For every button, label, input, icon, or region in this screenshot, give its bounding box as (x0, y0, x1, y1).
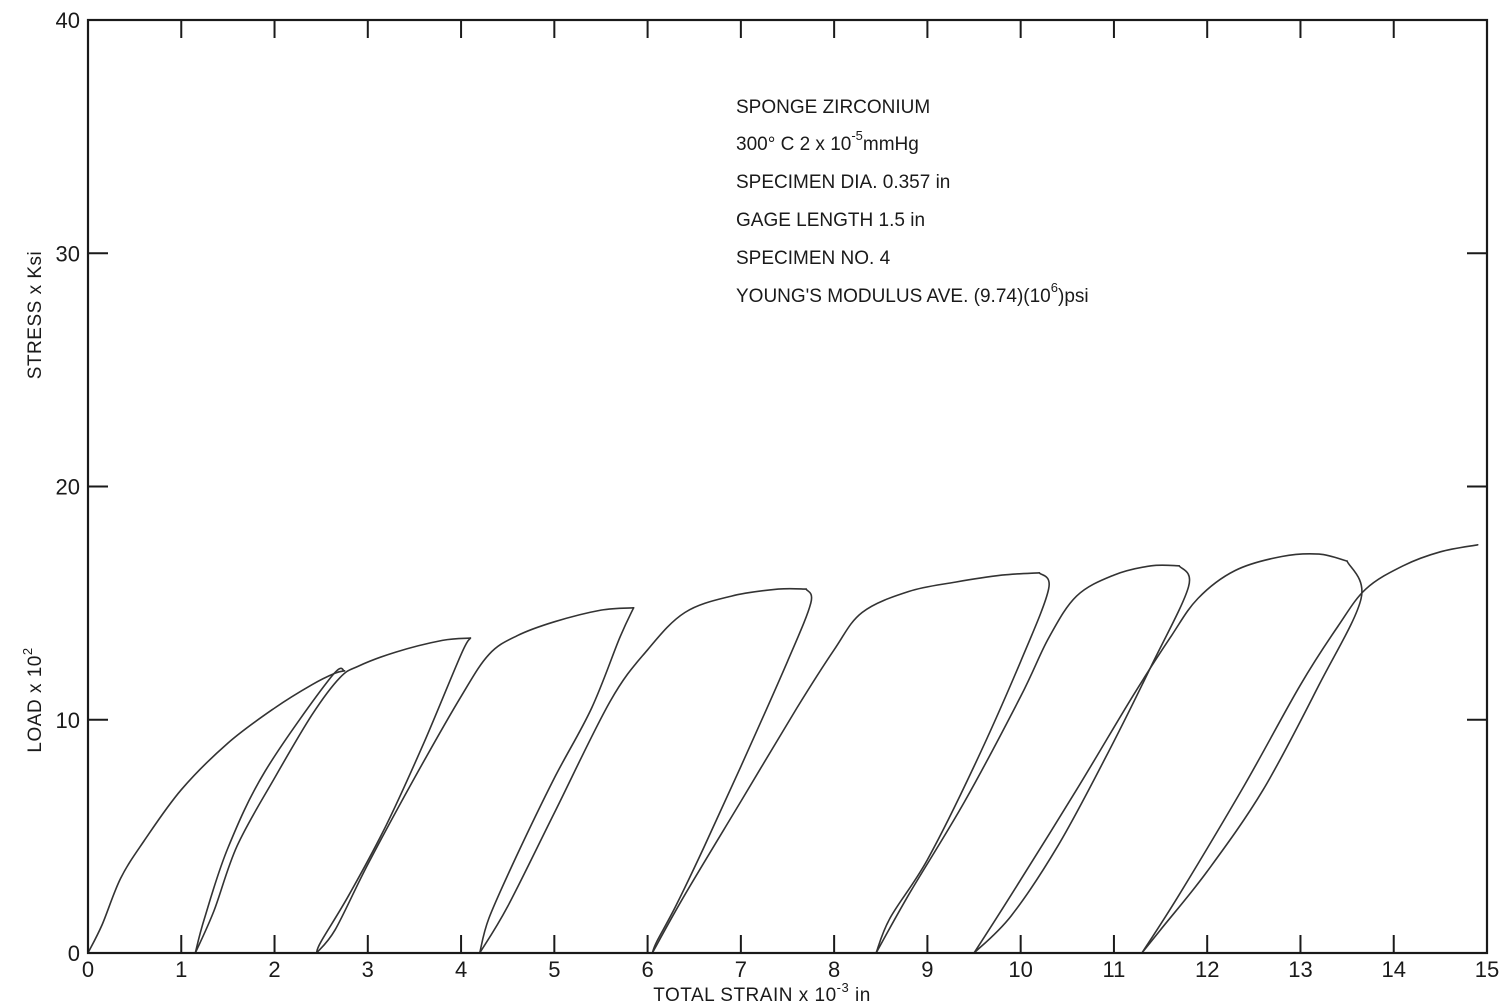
plot-frame (86, 18, 1489, 955)
annotation-diameter: SPECIMEN DIA. 0.357 in (736, 172, 950, 193)
x-tick-label: 1 (175, 957, 187, 982)
y-tick-label: 10 (56, 708, 80, 733)
x-tick-label: 6 (641, 957, 653, 982)
curve-reload-6 (973, 553, 1348, 954)
x-tick-label: 8 (828, 957, 840, 982)
x-tick-label: 7 (735, 957, 747, 982)
y-tick-label: 30 (56, 241, 80, 266)
curve-reload-3 (478, 587, 807, 954)
x-tick-label: 9 (921, 957, 933, 982)
y-tick-label: 20 (56, 475, 80, 500)
curve-unload-7 (1141, 560, 1363, 954)
curve-unload-1 (194, 667, 346, 954)
y-tick-label: 0 (68, 941, 80, 966)
curve-unload-6 (973, 565, 1191, 954)
y-tick-label: 40 (56, 8, 80, 33)
x-tick-label: 12 (1195, 957, 1219, 982)
x-tick-label: 13 (1288, 957, 1312, 982)
curve-unload-4 (651, 588, 813, 954)
curve-reload-1 (194, 637, 472, 954)
y-axis-title-load: LOAD x 102 (20, 647, 46, 752)
curve-unload-2 (315, 637, 472, 954)
x-tick-label: 2 (268, 957, 280, 982)
x-tick-label: 11 (1103, 957, 1126, 982)
annotation-conditions: 300° C 2 x 10-5mmHg (736, 128, 919, 155)
x-tick-label: 15 (1475, 957, 1499, 982)
x-axis-title: TOTAL STRAIN x 10-3 in (653, 980, 871, 1006)
y-axis-title-stress: STRESS x Ksi (25, 251, 46, 379)
curve-reload-2 (315, 607, 635, 954)
x-tick-label: 14 (1381, 957, 1405, 982)
annotation-material: SPONGE ZIRCONIUM (736, 97, 930, 118)
curve-unload-3 (478, 607, 635, 954)
curve-unload-5 (875, 572, 1050, 954)
curve-loading-1 (87, 670, 346, 954)
x-tick-label: 0 (82, 957, 94, 982)
x-tick-label: 5 (548, 957, 560, 982)
curves-layer (87, 544, 1479, 954)
annotation-youngs-modulus: YOUNG'S MODULUS AVE. (9.74)(106)psi (736, 280, 1089, 307)
x-tick-label: 4 (455, 957, 467, 982)
annotation-gage-length: GAGE LENGTH 1.5 in (736, 210, 925, 231)
annotation-specimen-number: SPECIMEN NO. 4 (736, 248, 891, 269)
x-tick-label: 10 (1008, 957, 1032, 982)
x-tick-label: 3 (362, 957, 374, 982)
annotation-block: SPONGE ZIRCONIUM 300° C 2 x 10-5mmHg SPE… (736, 97, 1089, 307)
curve-reload-5 (875, 564, 1180, 954)
ticks-layer (88, 20, 1487, 953)
curve-reload-4 (651, 572, 1041, 954)
curve-reload-7 (1141, 544, 1479, 954)
